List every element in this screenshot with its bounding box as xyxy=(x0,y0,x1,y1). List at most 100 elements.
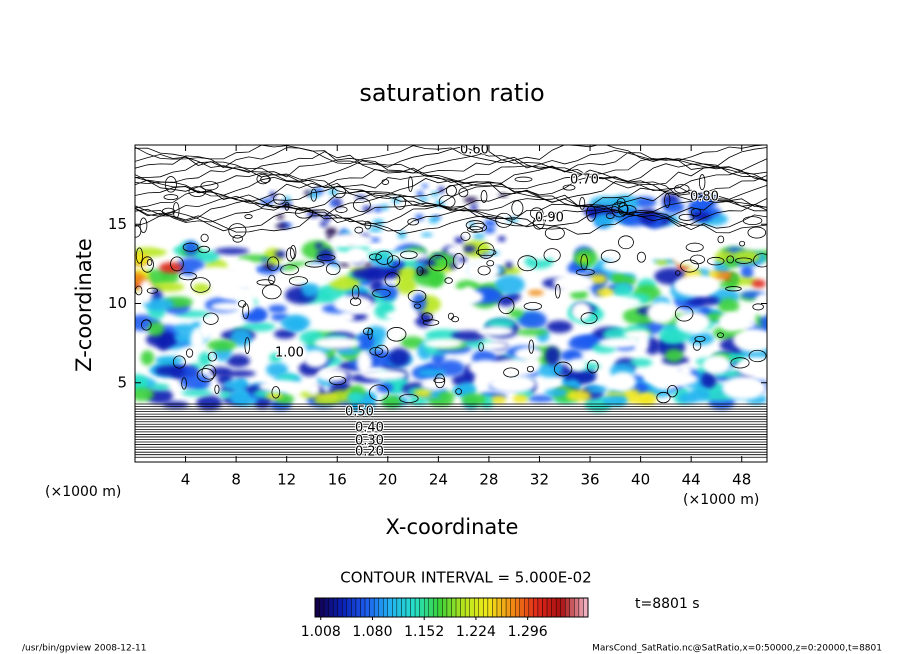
x-tick-label: 24 xyxy=(429,471,448,489)
contour-line xyxy=(135,146,767,170)
colorbar-cell xyxy=(460,597,466,618)
field-gap xyxy=(152,234,182,248)
field-blob xyxy=(214,247,249,255)
field-blob xyxy=(717,298,740,314)
field-blob xyxy=(362,206,373,212)
colorbar-cell xyxy=(537,597,543,618)
contour-loop xyxy=(511,200,524,216)
field-blob xyxy=(368,226,383,232)
colorbar-cell xyxy=(483,597,489,618)
contour-loop xyxy=(528,339,534,354)
contour-loop xyxy=(747,226,767,239)
field-blob xyxy=(593,213,615,228)
field-gap xyxy=(465,259,500,281)
field-blob xyxy=(690,210,711,222)
field-blob xyxy=(610,273,625,282)
field-blob xyxy=(325,227,337,236)
contour-line xyxy=(135,160,767,183)
field-blob xyxy=(273,329,296,339)
contour-line xyxy=(135,198,767,222)
contour-loop xyxy=(316,254,336,262)
contour-loop xyxy=(742,216,763,226)
contour-loop xyxy=(421,312,433,322)
field-blob xyxy=(378,284,399,301)
contour-loop xyxy=(692,340,702,351)
field-gap xyxy=(524,356,541,373)
field-blob xyxy=(707,271,720,278)
colorbar-cell xyxy=(428,597,434,618)
field-gap xyxy=(673,274,719,297)
contour-loop xyxy=(238,300,247,308)
colorbar-cell xyxy=(319,597,325,618)
contour-loop xyxy=(399,393,419,404)
field-blob xyxy=(740,264,754,280)
colorbar-cell xyxy=(396,597,402,618)
contour-loop xyxy=(739,240,746,247)
contour-loop xyxy=(400,250,418,259)
field-blob xyxy=(512,394,528,403)
field-gap xyxy=(721,376,767,400)
contour-line xyxy=(135,166,767,189)
field-gap xyxy=(307,382,321,396)
field-blob xyxy=(483,219,497,227)
contour-loop xyxy=(196,368,215,383)
field-blob xyxy=(280,314,311,331)
field-gap xyxy=(553,273,594,292)
contour-loop xyxy=(674,184,690,194)
field-gap xyxy=(193,266,239,283)
field-blob xyxy=(560,350,576,361)
field-blob xyxy=(732,250,760,264)
field-blob xyxy=(381,395,402,409)
colorbar-cell xyxy=(569,597,575,618)
contour-loop xyxy=(374,344,389,358)
contour-label: 0.90 xyxy=(535,211,564,226)
contour-loop xyxy=(161,207,176,216)
contour-loop xyxy=(730,357,750,369)
field-blob xyxy=(632,196,657,208)
field-blob xyxy=(274,250,287,258)
colorbar-cell xyxy=(333,597,338,618)
field-blob xyxy=(602,395,629,407)
colorbar-cell xyxy=(546,597,552,618)
y-tick-label: 5 xyxy=(117,373,127,391)
contour-loop xyxy=(335,206,348,213)
field-blob xyxy=(491,395,507,404)
colorbar-frame xyxy=(314,597,589,618)
contour-loop xyxy=(354,226,364,234)
contour-line xyxy=(135,181,767,203)
contour-loop xyxy=(386,255,401,268)
field-blob xyxy=(665,348,684,363)
contour-loop xyxy=(268,274,276,285)
contour-loop xyxy=(477,265,491,276)
colorbar-cell xyxy=(519,597,525,618)
contour-loop xyxy=(544,226,565,241)
contour-line xyxy=(135,212,767,235)
colorbar-cell xyxy=(364,597,370,618)
field-blob xyxy=(394,266,418,282)
contour-loop xyxy=(393,195,406,210)
contour-interval: CONTOUR INTERVAL = 5.000E-02 xyxy=(340,569,591,587)
contour-loop xyxy=(422,319,440,326)
field-blob xyxy=(301,280,319,298)
field-blob xyxy=(313,396,340,405)
colorbar-cell xyxy=(496,597,502,618)
contour-loop xyxy=(611,201,629,218)
colorbar-cell xyxy=(346,597,352,618)
x-tick-label: 8 xyxy=(231,471,241,489)
field-blob xyxy=(686,331,715,346)
field-blob xyxy=(613,282,633,299)
contour-loop xyxy=(752,303,764,311)
field-blob xyxy=(544,388,569,397)
colorbar-cell xyxy=(437,597,443,618)
colorbar-cell xyxy=(478,597,484,618)
contour-loop xyxy=(164,176,177,193)
contour-loop xyxy=(163,194,179,201)
field-blob xyxy=(135,387,154,402)
field-gap xyxy=(528,243,553,261)
contour-loop xyxy=(543,248,561,263)
colorbar-cell xyxy=(583,597,589,618)
contour-loop xyxy=(514,176,533,183)
contour-loop xyxy=(381,179,390,185)
contour-loop xyxy=(214,384,220,395)
field-gap xyxy=(659,235,700,251)
